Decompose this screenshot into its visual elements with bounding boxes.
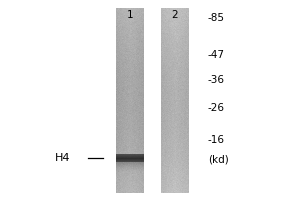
Text: 2: 2 xyxy=(172,10,178,20)
Text: -85: -85 xyxy=(208,13,225,23)
Text: -16: -16 xyxy=(208,135,225,145)
Text: -26: -26 xyxy=(208,103,225,113)
Text: -36: -36 xyxy=(208,75,225,85)
Text: H4: H4 xyxy=(55,153,70,163)
Text: -47: -47 xyxy=(208,50,225,60)
Text: 1: 1 xyxy=(127,10,133,20)
Text: (kd): (kd) xyxy=(208,155,229,165)
